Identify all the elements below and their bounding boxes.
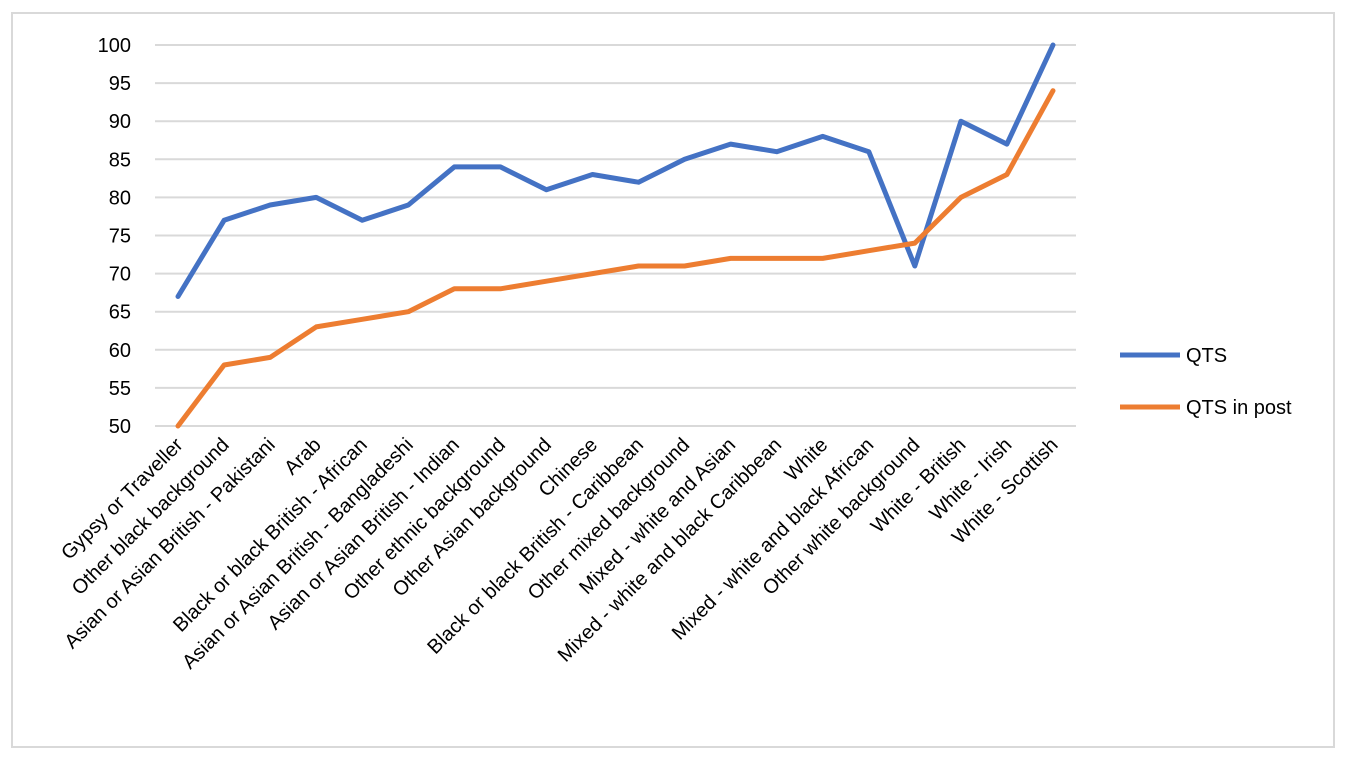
y-tick-label: 95 [109, 73, 131, 95]
y-tick-label: 100 [98, 35, 131, 57]
y-tick-label: 90 [109, 111, 131, 133]
y-axis-ticks: 50 55 60 65 70 75 80 85 90 95 100 [98, 35, 131, 438]
y-tick-label: 65 [109, 302, 131, 324]
y-tick-label: 85 [109, 149, 131, 171]
y-tick-label: 75 [109, 226, 131, 248]
gridlines [155, 44, 1076, 427]
y-tick-label: 70 [109, 264, 131, 286]
legend-label: QTS in post [1186, 397, 1292, 419]
legend-label: QTS [1186, 345, 1227, 367]
chart-area [11, 12, 1335, 748]
y-tick-label: 80 [109, 187, 131, 209]
series-line-1 [175, 88, 1056, 429]
y-tick-label: 55 [109, 378, 131, 400]
y-tick-label: 60 [109, 340, 131, 362]
y-tick-label: 50 [109, 416, 131, 438]
series-line-0 [175, 42, 1056, 299]
legend: QTS QTS in post [1120, 345, 1292, 419]
series-lines [175, 42, 1056, 429]
